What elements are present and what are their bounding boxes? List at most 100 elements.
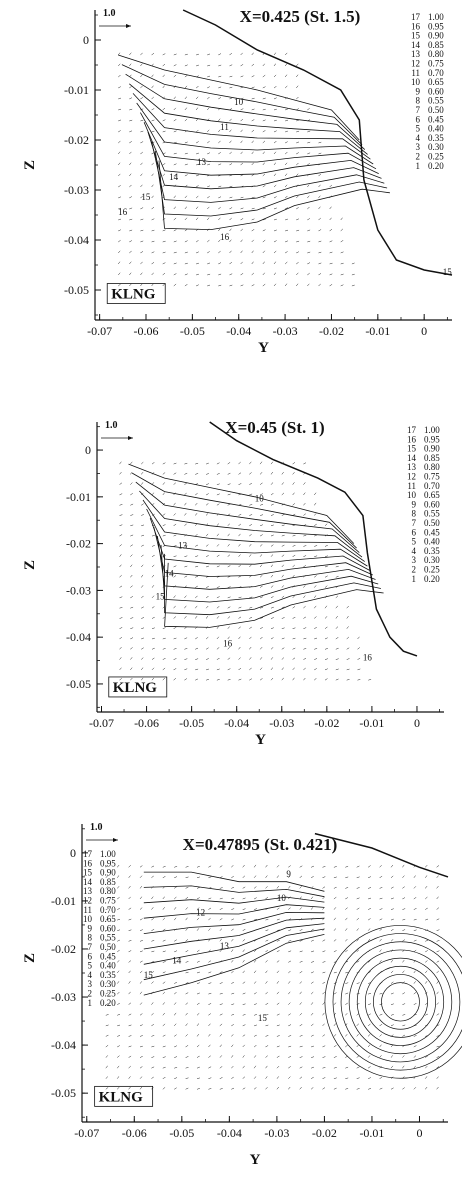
velocity-vector: [296, 229, 300, 232]
velocity-vector: [318, 273, 322, 276]
velocity-vector: [196, 1044, 200, 1048]
velocity-vector: [205, 626, 209, 629]
velocity-vector: [195, 118, 199, 122]
velocity-vector: [242, 939, 246, 942]
velocity-vector: [105, 1014, 109, 1016]
velocity-vector: [130, 627, 134, 629]
velocity-vector: [173, 565, 177, 568]
velocity-vector: [303, 462, 307, 465]
velocity-vector: [162, 648, 166, 650]
velocity-vector: [139, 1024, 143, 1027]
velocity-vector: [208, 897, 212, 900]
velocity-vector: [151, 940, 155, 942]
velocity-vector: [242, 1055, 245, 1058]
velocity-vector: [329, 262, 333, 265]
velocity-vector: [151, 637, 155, 640]
velocity-vector: [185, 866, 189, 868]
velocity-vector: [379, 1076, 383, 1079]
velocity-vector: [173, 575, 177, 578]
x-axis-title: Y: [255, 732, 266, 748]
velocity-vector: [140, 63, 143, 67]
velocity-vector: [335, 637, 339, 640]
velocity-vector: [436, 1066, 440, 1069]
velocity-vector: [296, 184, 299, 188]
velocity-vector: [173, 53, 177, 56]
velocity-vector: [273, 63, 276, 67]
velocity-vector: [216, 533, 219, 537]
velocity-vector: [281, 585, 284, 588]
velocity-vector: [296, 74, 299, 78]
velocity-vector: [117, 875, 120, 878]
velocity-vector: [413, 1076, 416, 1079]
velocity-vector: [251, 250, 254, 254]
velocity-vector: [251, 119, 255, 122]
legend-value: 0.95: [428, 21, 444, 31]
velocity-vector: [162, 218, 166, 221]
velocity-vector: [356, 992, 360, 995]
velocity-vector: [151, 472, 155, 475]
velocity-vector: [390, 1024, 394, 1027]
velocity-vector: [173, 64, 177, 67]
velocity-vector: [436, 1024, 440, 1027]
velocity-vector: [162, 595, 165, 599]
velocity-vector: [270, 667, 273, 671]
velocity-vector: [185, 961, 189, 963]
velocity-vector: [314, 492, 317, 496]
velocity-vector: [335, 585, 339, 588]
legend-level: 12: [407, 472, 416, 482]
contour-line: [143, 928, 325, 981]
velocity-vectors: [118, 52, 355, 287]
velocity-vector: [141, 667, 144, 671]
velocity-vector: [253, 897, 257, 900]
velocity-vector: [162, 272, 166, 276]
velocity-vector: [265, 908, 269, 910]
velocity-vector: [299, 1066, 303, 1069]
velocity-vector: [208, 876, 212, 879]
velocity-vector: [207, 163, 211, 166]
velocity-vector: [254, 1003, 257, 1005]
velocity-vector: [314, 637, 318, 640]
velocity-vector: [324, 545, 328, 547]
velocity-vector: [333, 866, 337, 868]
velocity-vector: [367, 1044, 371, 1048]
velocity-vector: [402, 1065, 405, 1069]
velocity-vector: [251, 52, 254, 56]
legend-level: 10: [83, 914, 93, 924]
velocity-vector: [129, 207, 133, 210]
velocity-vector: [195, 240, 199, 243]
velocity-vector: [229, 163, 233, 166]
velocity-vector: [218, 262, 222, 265]
velocity-vector: [296, 85, 299, 89]
velocity-vector: [130, 637, 134, 640]
velocity-vector: [356, 1077, 360, 1079]
velocity-vector: [240, 185, 244, 188]
velocity-vector: [311, 1056, 315, 1058]
velocity-vector: [219, 1055, 223, 1058]
velocity-vector: [324, 595, 328, 599]
velocity-vector: [174, 1087, 177, 1090]
velocity-vector: [251, 75, 255, 78]
contour-label: 13: [220, 941, 230, 951]
velocity-vector: [288, 950, 292, 953]
velocity-vector: [270, 596, 274, 599]
velocity-vector: [436, 950, 440, 953]
velocity-vector: [229, 228, 232, 232]
velocity-vector: [231, 960, 234, 963]
velocity-vector: [173, 229, 177, 232]
velocity-vector: [219, 938, 222, 942]
velocity-vector: [296, 251, 300, 254]
velocity-vector: [140, 151, 143, 155]
velocity-vector: [162, 657, 166, 660]
contour-line: [142, 499, 365, 562]
velocity-vector: [262, 97, 266, 100]
velocity-vector: [184, 184, 188, 188]
velocity-vector: [333, 961, 337, 963]
velocity-vector: [436, 929, 440, 931]
velocity-vector: [299, 1024, 303, 1027]
velocity-vector: [207, 251, 210, 254]
velocity-vector: [174, 950, 178, 953]
velocity-vector: [173, 240, 177, 243]
velocity-vector: [117, 1002, 120, 1005]
velocity-vector: [173, 585, 176, 588]
velocity-vector: [314, 565, 318, 568]
